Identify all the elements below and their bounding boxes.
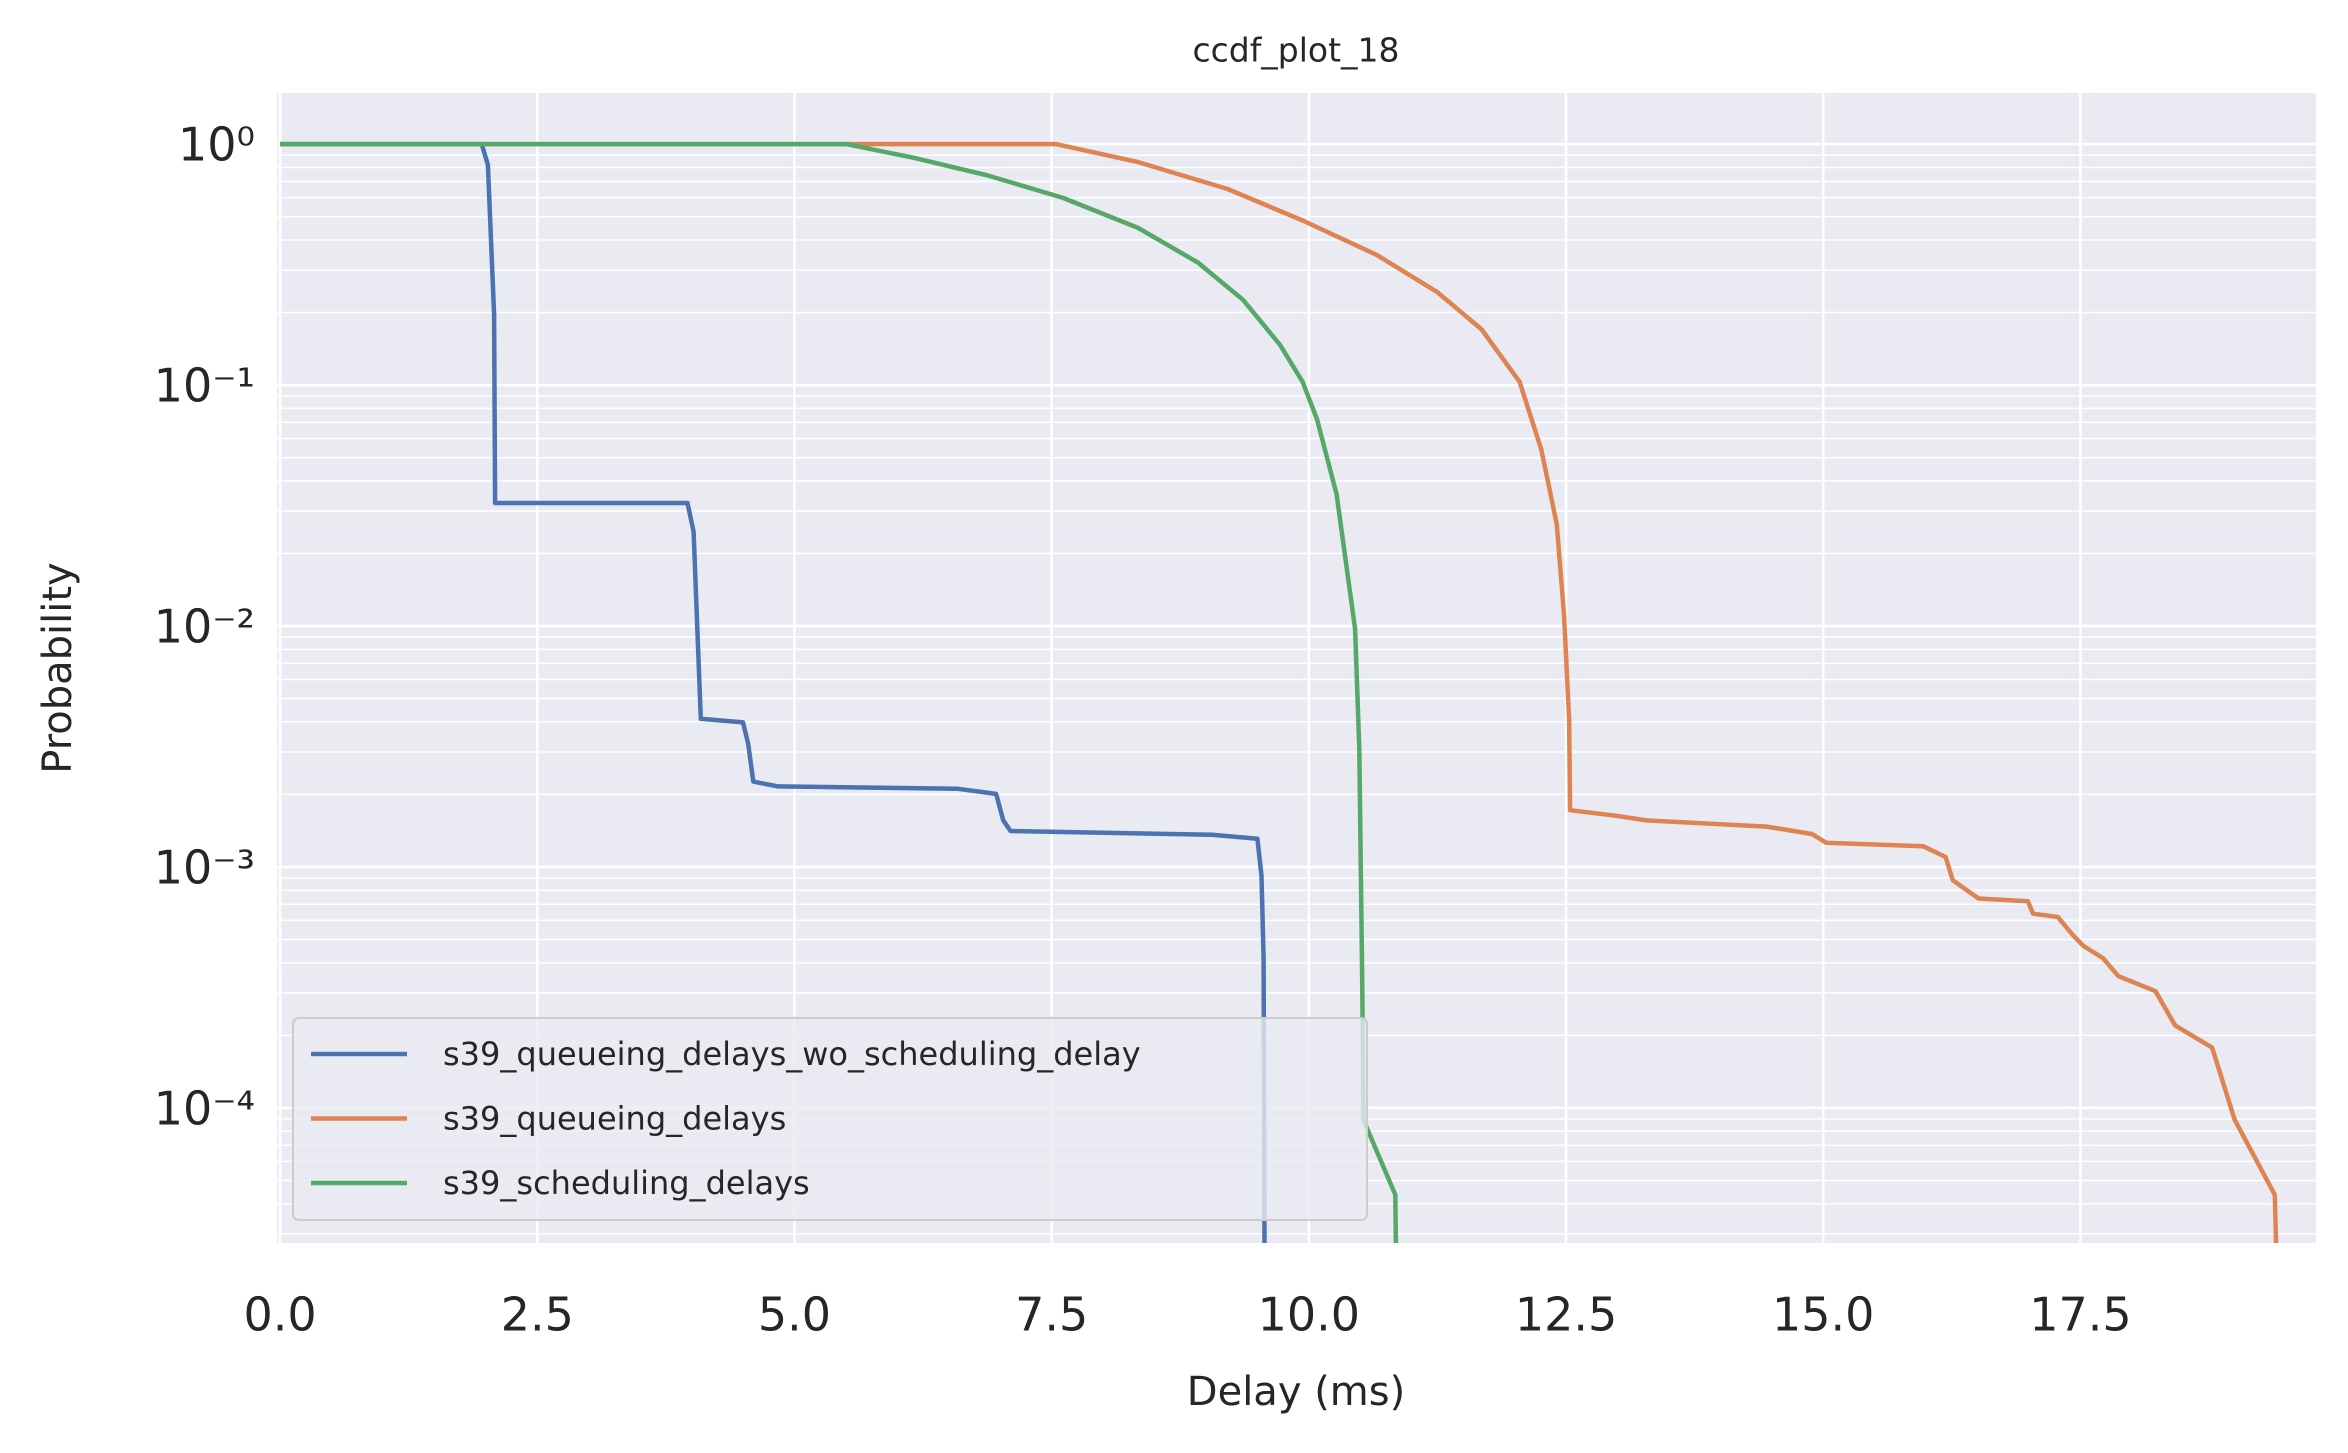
x-tick-label: 0.0 (244, 1288, 317, 1342)
x-tick-label: 2.5 (501, 1288, 574, 1342)
chart-title: ccdf_plot_18 (1192, 31, 1399, 70)
lines (280, 141, 2279, 1243)
y-tick-label: 10⁻² (154, 600, 255, 654)
legend-label: s39_scheduling_delays (443, 1164, 810, 1202)
series-line (280, 141, 1267, 1243)
y-tick-label: 10⁰ (178, 118, 255, 172)
x-tick-label: 7.5 (1015, 1288, 1088, 1342)
series-line (280, 141, 1399, 1243)
series-line (280, 141, 2279, 1243)
labels: 10⁰ 10⁻¹ 10⁻² 10⁻³ 10⁻⁴ 0.0 2.5 5.0 7.5 10.0 12.5 1… (154, 118, 2132, 1342)
legend-box (292, 1017, 1368, 1221)
y-tick-label: 10⁻³ (154, 840, 255, 894)
legend-label: s39_queueing_delays (443, 1100, 786, 1138)
x-tick-label: 17.5 (2029, 1288, 2131, 1342)
y-axis-label: Probability (35, 562, 81, 773)
x-tick-label: 15.0 (1772, 1288, 1874, 1342)
legend: s39_queueing_delays_wo_scheduling_delays… (292, 1017, 1368, 1221)
x-tick-label: 5.0 (758, 1288, 831, 1342)
legend-label: s39_queueing_delays_wo_scheduling_delay (443, 1035, 1141, 1073)
y-tick-label: 10⁻⁴ (154, 1081, 255, 1135)
y-tick-label: 10⁻¹ (154, 359, 255, 413)
x-tick-label: 12.5 (1515, 1288, 1617, 1342)
x-tick-label: 10.0 (1258, 1288, 1360, 1342)
x-axis-label: Delay (ms) (1187, 1369, 1405, 1415)
